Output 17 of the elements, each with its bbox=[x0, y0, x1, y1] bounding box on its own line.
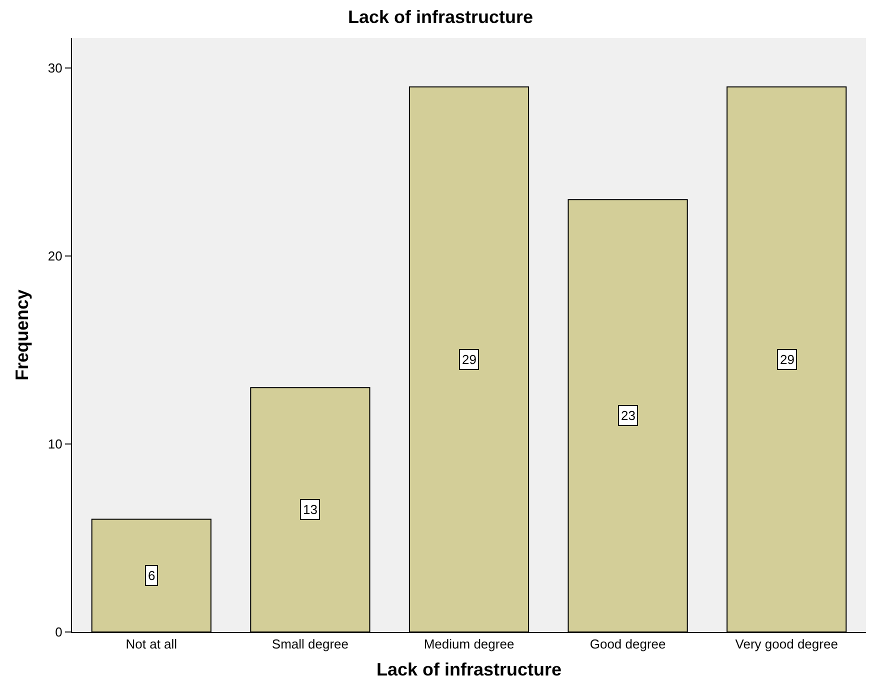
x-axis-title: Lack of infrastructure bbox=[376, 660, 562, 680]
data-label: 23 bbox=[621, 408, 636, 423]
x-tick-label: Medium degree bbox=[424, 636, 514, 652]
y-tick-label: 20 bbox=[48, 248, 62, 264]
y-tick-label: 10 bbox=[48, 436, 62, 452]
y-tick-label: 0 bbox=[55, 624, 62, 640]
x-tick-label: Small degree bbox=[272, 636, 349, 652]
y-tick-label: 30 bbox=[48, 60, 62, 76]
x-tick-label: Very good degree bbox=[735, 636, 838, 652]
x-tick-label: Not at all bbox=[126, 636, 178, 652]
data-label: 29 bbox=[780, 352, 794, 367]
data-label: 13 bbox=[303, 502, 318, 517]
y-axis-title: Frequency bbox=[12, 289, 32, 381]
x-tick-label: Good degree bbox=[590, 636, 666, 652]
data-label: 29 bbox=[462, 352, 476, 367]
chart-title: Lack of infrastructure bbox=[348, 7, 534, 28]
data-label: 6 bbox=[148, 568, 156, 583]
